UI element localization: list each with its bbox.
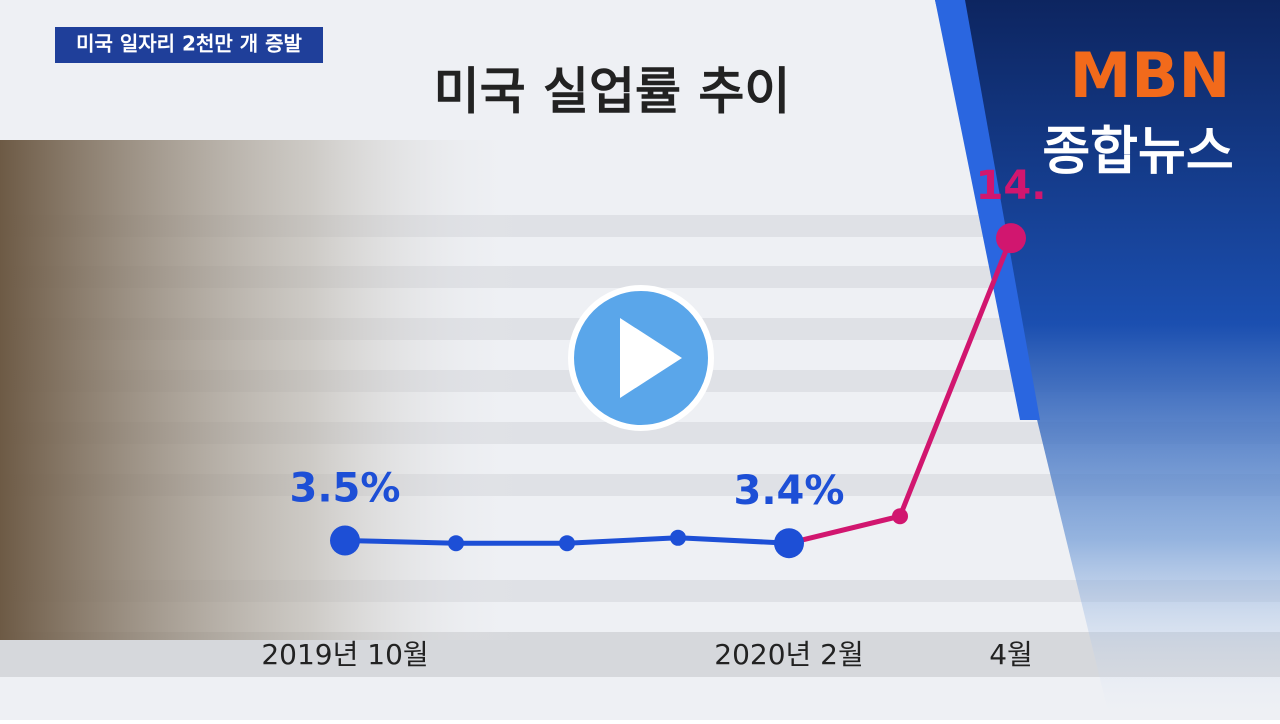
value-label: 3.4% — [734, 468, 845, 514]
line-segment — [675, 535, 792, 546]
data-point — [670, 529, 686, 546]
banner-edge — [935, 0, 1040, 420]
brand-program: 종합뉴스 — [1042, 122, 1233, 182]
line-segment — [786, 513, 903, 546]
header-tag: 미국 일자리 2천만 개 증발 — [76, 32, 302, 56]
value-label: 3.5% — [290, 466, 401, 512]
line-segment — [564, 535, 681, 546]
x-tick-label: 2019년 10월 — [261, 638, 428, 671]
play-button[interactable] — [568, 285, 714, 431]
brand-logo: MBN — [1070, 39, 1231, 112]
chart: 3.5% 2019년 10월 3.4% 2020년 2월 14. 4월 — [261, 163, 1046, 671]
header-tag-box — [55, 27, 323, 63]
x-tick-label: 2020년 2월 — [714, 638, 864, 671]
line-segment — [342, 538, 459, 546]
data-point — [559, 535, 575, 552]
data-point — [330, 525, 360, 556]
data-point — [774, 528, 804, 559]
line-segment — [897, 235, 1014, 519]
worker-photo — [0, 140, 520, 640]
value-label: 14. — [976, 163, 1047, 209]
x-tick-label: 4월 — [989, 638, 1033, 671]
play-icon[interactable] — [620, 318, 682, 398]
chart-title: 미국 실업률 추이 — [434, 63, 791, 121]
data-point — [892, 508, 908, 525]
data-point — [996, 223, 1026, 254]
data-point — [448, 535, 464, 552]
brand-banner — [935, 0, 1280, 720]
